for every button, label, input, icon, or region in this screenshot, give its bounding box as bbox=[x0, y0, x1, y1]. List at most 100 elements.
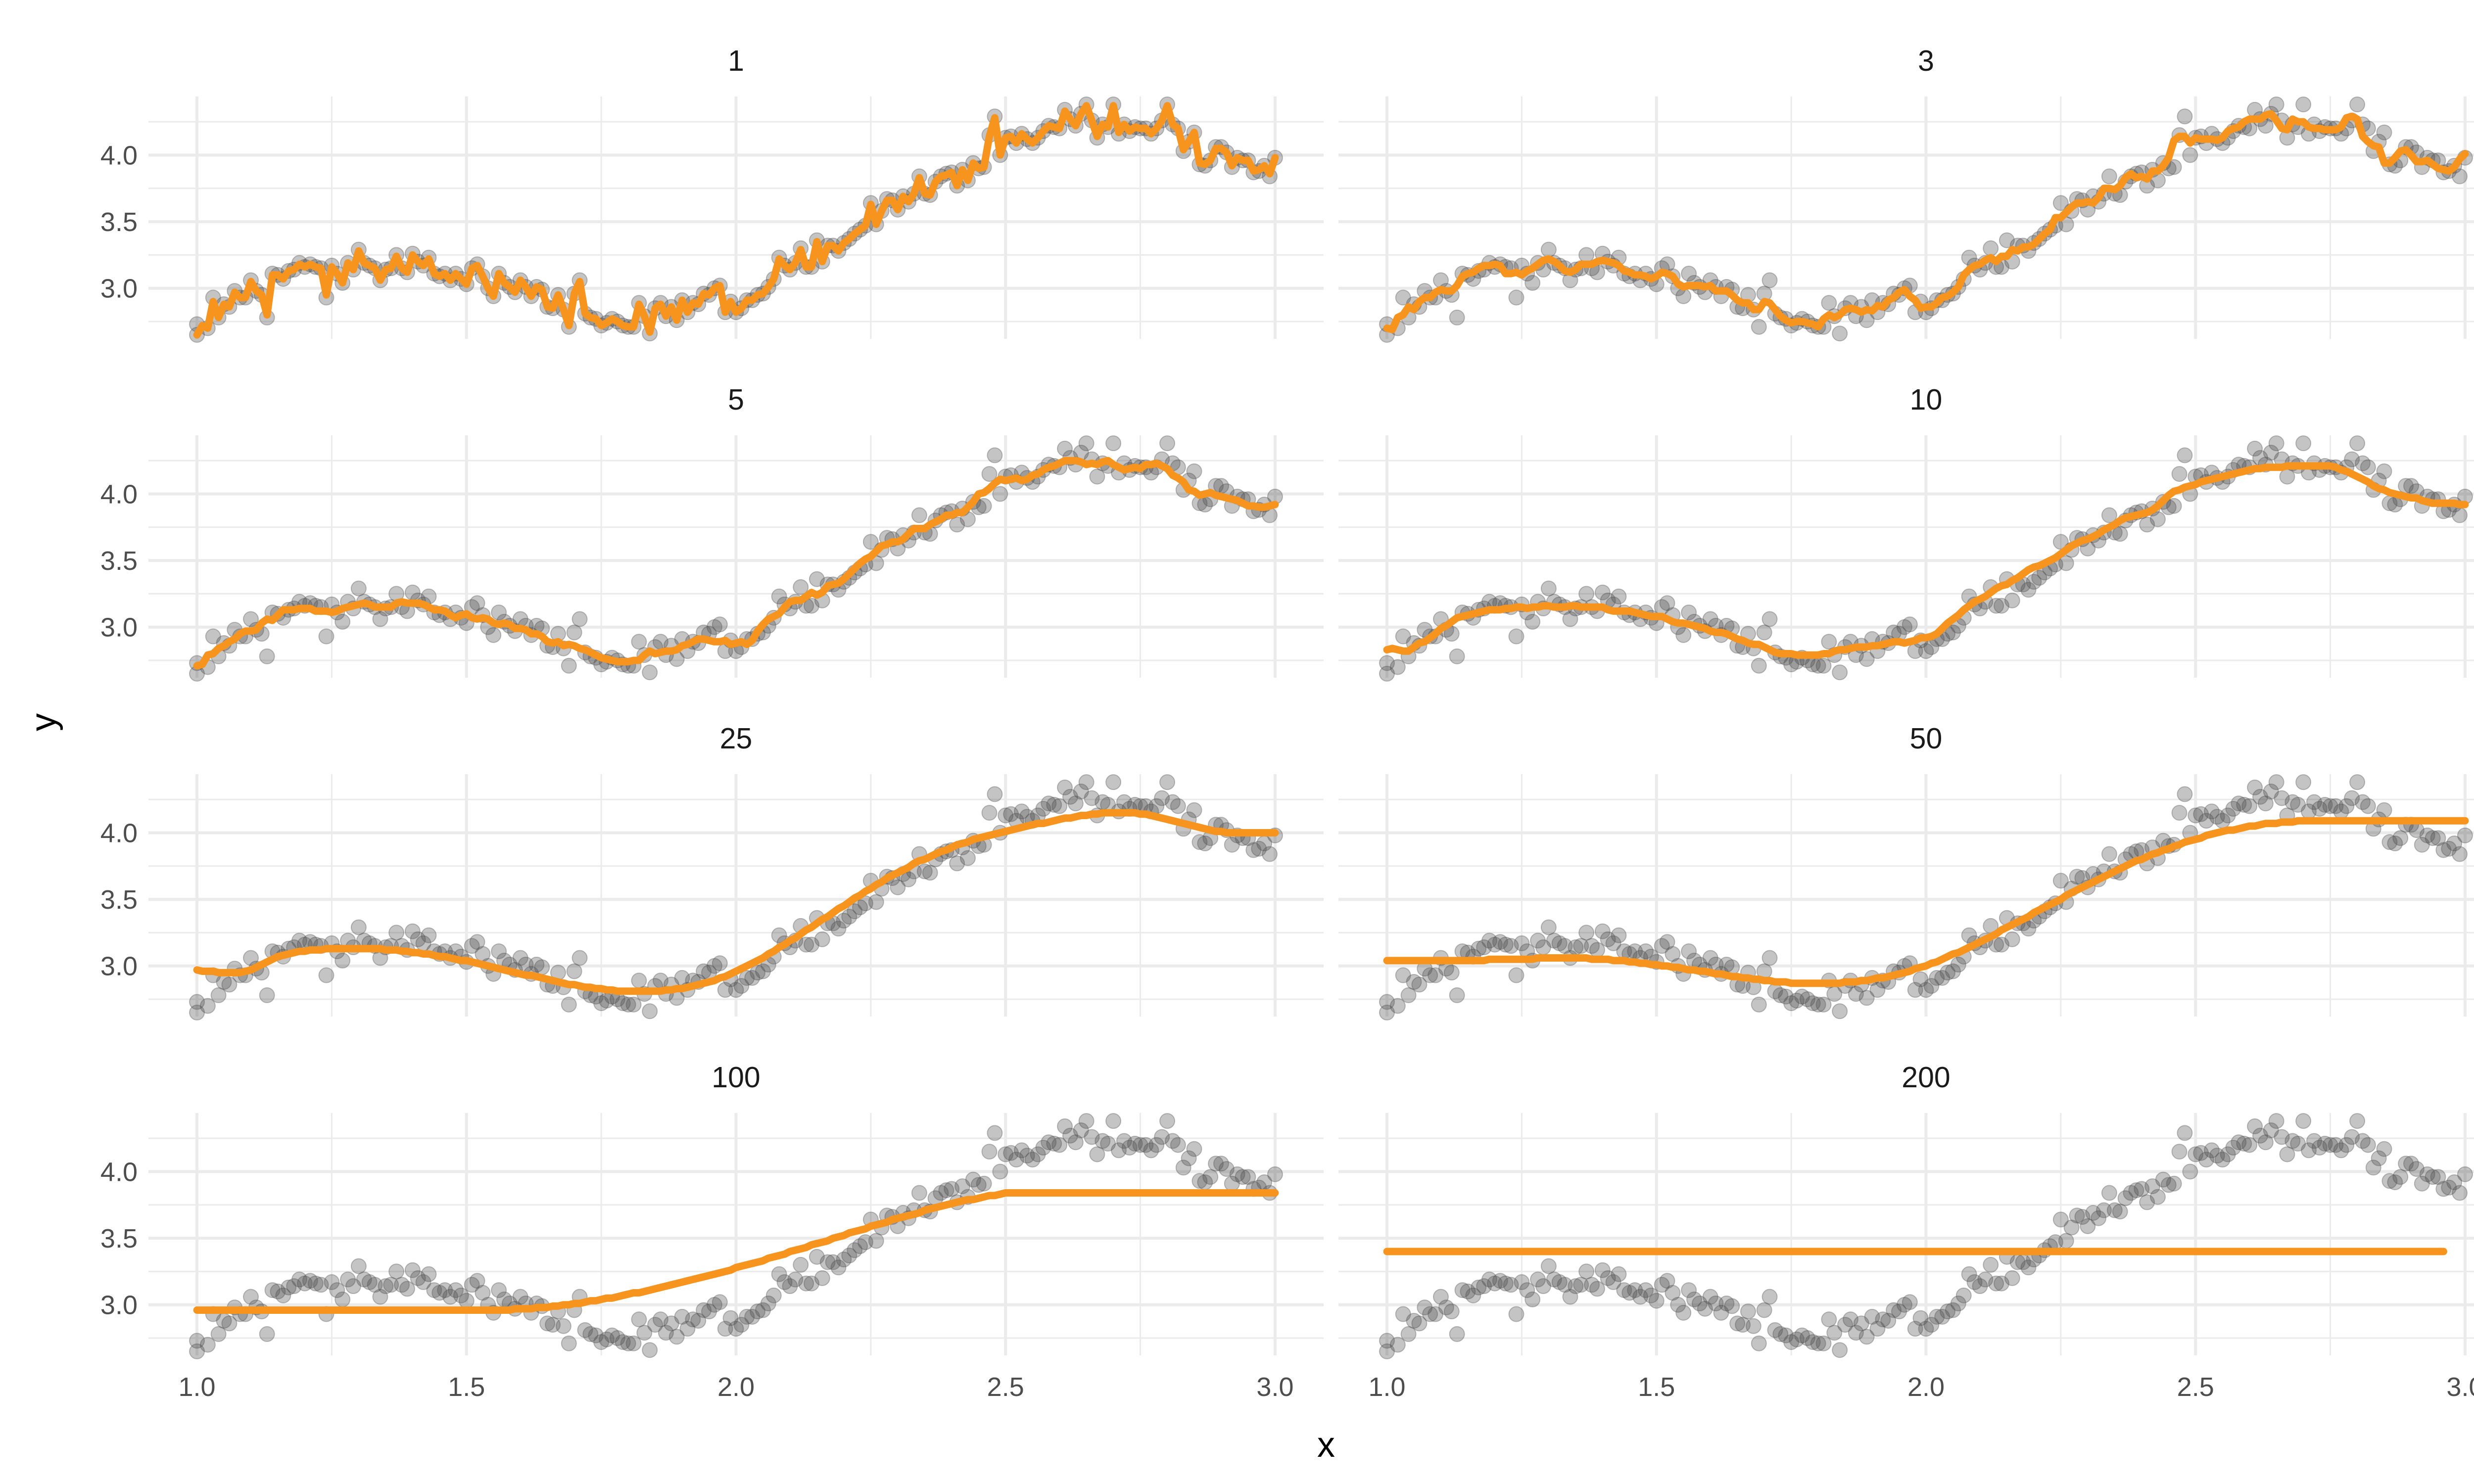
data-point bbox=[259, 648, 275, 664]
data-point bbox=[1400, 987, 1417, 1003]
data-point bbox=[2354, 1133, 2371, 1149]
data-point bbox=[1411, 1315, 1427, 1332]
data-point bbox=[1379, 1343, 1395, 1359]
data-point bbox=[588, 1327, 604, 1344]
data-point bbox=[798, 936, 814, 953]
data-point bbox=[814, 1270, 830, 1286]
data-point bbox=[696, 963, 712, 979]
data-point bbox=[1197, 835, 1213, 851]
x-tick-label: 2.5 bbox=[987, 1372, 1024, 1402]
data-point bbox=[1945, 963, 1961, 979]
data-point bbox=[2177, 786, 2193, 802]
data-point bbox=[1105, 435, 1122, 452]
data-point bbox=[307, 1275, 324, 1292]
data-point bbox=[2209, 1148, 2225, 1164]
data-point bbox=[1449, 309, 1465, 325]
data-point bbox=[1170, 1137, 1186, 1153]
data-point bbox=[1912, 1310, 1929, 1326]
data-point bbox=[2322, 1137, 2338, 1153]
data-point bbox=[2198, 813, 2215, 829]
data-point bbox=[1767, 1322, 1783, 1338]
data-point bbox=[2058, 555, 2074, 571]
data-point bbox=[1805, 995, 1821, 1012]
data-point bbox=[1961, 927, 1977, 943]
data-point bbox=[2188, 1146, 2204, 1162]
data-point bbox=[722, 1310, 739, 1326]
data-point bbox=[1089, 468, 1105, 485]
data-point bbox=[1562, 1289, 1578, 1305]
data-point bbox=[836, 1252, 852, 1268]
data-point bbox=[2268, 96, 2284, 113]
data-point bbox=[750, 965, 766, 981]
data-point bbox=[318, 628, 334, 645]
data-point bbox=[2091, 1210, 2107, 1226]
data-point bbox=[2452, 168, 2468, 185]
data-point bbox=[2457, 827, 2473, 843]
data-point bbox=[2317, 1135, 2333, 1152]
data-point bbox=[291, 1271, 308, 1288]
data-point bbox=[1702, 1289, 1718, 1305]
data-point bbox=[199, 1337, 216, 1353]
data-point bbox=[976, 1175, 992, 1192]
data-point bbox=[1821, 295, 1837, 311]
data-point bbox=[469, 595, 485, 611]
data-point bbox=[1062, 1127, 1078, 1144]
data-point bbox=[1003, 1145, 1019, 1161]
data-point bbox=[1449, 987, 1465, 1003]
data-point bbox=[1848, 1325, 1864, 1341]
data-point bbox=[378, 1278, 394, 1294]
data-point bbox=[1594, 923, 1611, 939]
data-point bbox=[2252, 788, 2268, 805]
data-point bbox=[690, 1313, 707, 1329]
data-point bbox=[1702, 611, 1718, 627]
data-point bbox=[2247, 1118, 2263, 1134]
data-point bbox=[1907, 982, 1923, 998]
data-point bbox=[1589, 1281, 1605, 1297]
data-point bbox=[663, 1315, 679, 1332]
data-point bbox=[1772, 1326, 1789, 1342]
data-point bbox=[1832, 325, 1848, 342]
data-point bbox=[1643, 1287, 1659, 1303]
fit-line bbox=[193, 809, 1279, 995]
data-point bbox=[647, 1317, 664, 1333]
data-point bbox=[658, 1325, 674, 1341]
data-point bbox=[1929, 1308, 1945, 1325]
data-point bbox=[383, 1277, 399, 1293]
data-point bbox=[609, 1330, 625, 1346]
data-point bbox=[2134, 1181, 2150, 1197]
data-point bbox=[1067, 795, 1084, 812]
data-point bbox=[1267, 1166, 1283, 1182]
data-point bbox=[1848, 986, 1864, 1002]
data-point bbox=[2085, 1205, 2101, 1221]
data-point bbox=[447, 1282, 464, 1298]
y-tick-label: 4.0 bbox=[100, 140, 138, 170]
data-point bbox=[2123, 1185, 2139, 1201]
data-point bbox=[1251, 840, 1267, 857]
data-point bbox=[922, 865, 938, 881]
data-point bbox=[771, 1266, 787, 1282]
data-point bbox=[1940, 1303, 1956, 1320]
y-tick-label: 3.0 bbox=[100, 1291, 138, 1320]
data-point bbox=[2376, 463, 2392, 479]
data-point bbox=[1508, 289, 1524, 306]
data-point bbox=[868, 1233, 884, 1249]
data-point bbox=[2031, 570, 2047, 586]
data-point bbox=[2457, 1166, 2473, 1182]
data-point bbox=[2241, 1137, 2258, 1153]
data-point bbox=[782, 1278, 798, 1294]
data-point bbox=[1810, 996, 1826, 1013]
facet-title: 3 bbox=[1918, 45, 1934, 77]
data-point bbox=[469, 1273, 485, 1289]
data-point bbox=[1508, 967, 1524, 983]
data-point bbox=[1611, 588, 1627, 604]
data-point bbox=[1073, 784, 1089, 799]
data-point bbox=[189, 1004, 205, 1020]
data-point bbox=[415, 1274, 431, 1290]
data-point bbox=[2020, 1259, 2037, 1276]
data-point bbox=[1691, 1296, 1708, 1311]
data-point bbox=[1594, 584, 1611, 601]
data-point bbox=[1008, 1152, 1025, 1168]
data-point bbox=[426, 1282, 442, 1298]
data-point bbox=[1994, 1275, 2010, 1292]
data-point bbox=[1379, 1333, 1395, 1349]
